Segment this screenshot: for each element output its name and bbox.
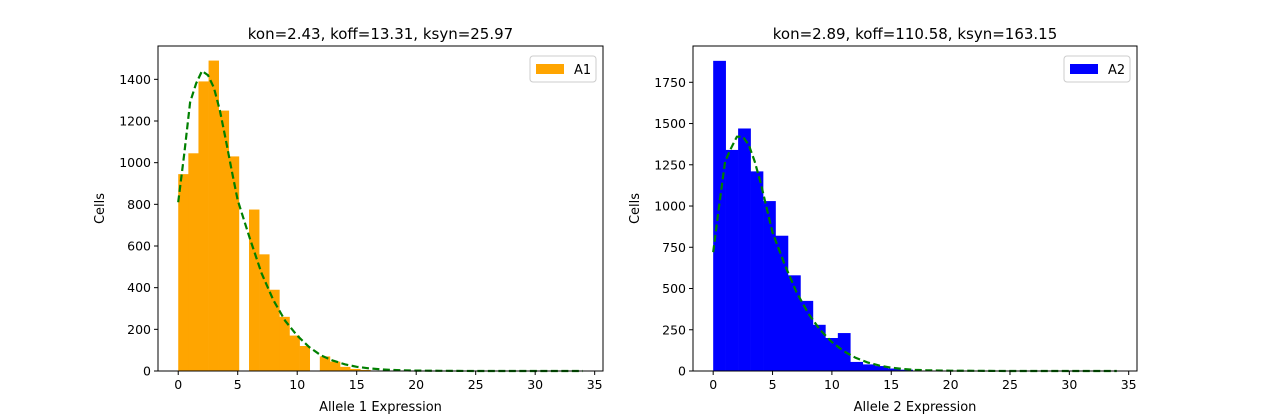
x-tick-label: 5 [234,377,242,392]
histogram-bar [775,235,789,371]
y-tick-label: 600 [127,239,151,254]
x-tick-label: 20 [943,377,959,392]
histogram-bar [900,369,913,371]
x-tick-label: 0 [709,377,717,392]
histogram-bar [812,324,826,371]
plot-area [712,60,1117,373]
histogram-bar [208,60,219,371]
histogram-bar [787,275,801,371]
x-axis-label: Allele 1 Expression [319,400,442,415]
y-tick-label: 0 [143,364,151,379]
axes-frame [692,45,1138,372]
x-tick-label: 20 [408,377,424,392]
histogram-bar [299,346,311,371]
y-tick-label: 800 [127,197,151,212]
histogram-bar [249,209,260,371]
histogram-bar [198,81,209,372]
histogram-bar [340,366,351,371]
x-tick-label: 10 [824,377,840,392]
legend-label: A1 [574,63,591,78]
histogram-bar [269,289,280,371]
legend: A2 [1063,55,1131,83]
y-tick-label: 400 [127,280,151,295]
x-tick-label: 15 [349,377,365,392]
y-tick-label: 1250 [654,157,686,172]
y-axis-label: Cells [93,193,108,224]
legend-swatch [536,64,564,74]
y-tick-label: 0 [678,364,686,379]
histogram-bar [763,201,776,371]
x-tick-label: 15 [883,377,899,392]
axes-frame [157,45,604,372]
histogram-bar [279,316,290,371]
histogram-bar [329,361,341,371]
y-tick-label: 1400 [119,72,151,87]
histogram-bar [850,361,864,371]
y-tick-label: 250 [662,322,686,337]
histogram-bar [360,369,371,371]
histogram-bar [319,356,331,371]
x-tick-label: 10 [289,377,305,392]
legend: A1 [529,55,597,83]
histogram-bar [178,174,189,371]
histogram-bar [228,156,240,371]
y-tick-label: 200 [127,322,151,337]
x-tick-label: 25 [468,377,484,392]
legend-swatch [1070,64,1098,74]
y-tick-label: 1200 [119,114,151,129]
histogram-bar [289,335,300,371]
chart-panel-allele-1: kon=2.43, koff=13.31, ksyn=25.97 Allele … [93,25,604,415]
histogram-bar [259,254,270,371]
histogram-bar [350,368,361,371]
histogram-bar [725,149,739,371]
y-tick-label: 750 [662,240,686,255]
plot-area [177,60,583,373]
x-tick-label: 30 [527,377,543,392]
y-tick-label: 1750 [654,75,686,90]
x-tick-label: 35 [587,377,603,392]
histogram-bar [887,368,901,371]
histogram-bar [713,60,726,371]
chart-panel-allele-2: kon=2.89, koff=110.58, ksyn=163.15 Allel… [628,25,1138,415]
histogram-bar [738,128,751,371]
histogram-bar [875,366,888,371]
histogram-bar [800,300,814,371]
histogram-bar [825,338,839,371]
histogram-bar [188,153,199,371]
y-axis-label: Cells [628,193,643,224]
x-tick-label: 35 [1121,377,1137,392]
y-tick-label: 1000 [119,155,151,170]
x-tick-label: 5 [769,377,777,392]
chart-title: kon=2.43, koff=13.31, ksyn=25.97 [248,25,513,43]
x-tick-label: 30 [1061,377,1077,392]
histogram-bar [837,333,851,371]
x-tick-label: 0 [174,377,182,392]
y-tick-label: 1000 [654,199,686,214]
legend-label: A2 [1108,63,1125,78]
y-tick-label: 500 [662,281,686,296]
histogram-bar [218,110,230,371]
histogram-bar [750,171,764,371]
x-tick-label: 25 [1002,377,1018,392]
chart-title: kon=2.89, koff=110.58, ksyn=163.15 [773,25,1058,43]
x-axis-label: Allele 2 Expression [854,400,977,415]
histogram-bar [862,364,876,371]
y-tick-label: 1500 [654,116,686,131]
